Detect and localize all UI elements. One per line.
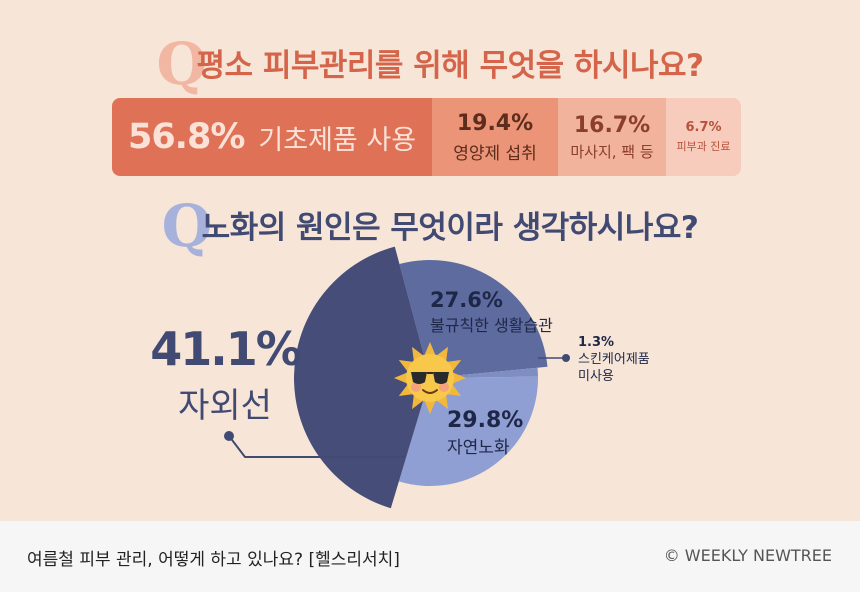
sun-ray (424, 342, 436, 355)
sun-ray (437, 346, 448, 361)
bar-category-label: 피부과 진료 (676, 140, 731, 153)
sun-ray (437, 395, 448, 410)
bar-segment-supplements: 19.4% 영양제 섭취 (432, 98, 558, 176)
pie-slice-irregular-lifestyle (399, 259, 548, 378)
bar-category-label: 영양제 섭취 (453, 143, 537, 164)
pie-value-label: 29.8% (447, 408, 524, 433)
sun-ray (447, 360, 462, 371)
bar-value-label: 56.8% (127, 117, 245, 157)
stacked-bar-chart: 56.8% 기초제품 사용 19.4% 영양제 섭취 16.7% 마사지, 팩 … (112, 98, 741, 176)
question-2-title: Q노화의 원인은 무엇이라 생각하시나요? (0, 192, 860, 260)
pie-label-natural-aging: 29.8% 자연노화 (447, 408, 523, 458)
sun-ray (412, 346, 423, 361)
sun-ray (453, 372, 466, 384)
question-1-text: 평소 피부관리를 위해 무엇을 하시나요? (196, 48, 704, 84)
pie-category-label-line1: 스킨케어제품 (578, 352, 650, 367)
pie-chart (224, 246, 570, 509)
sun-ray (394, 372, 407, 384)
skin-leader-line (538, 354, 570, 362)
pie-value-label: 41.1% (150, 322, 302, 376)
source-caption: 여름철 피부 관리, 어떻게 하고 있나요? [헬스리서치] (27, 550, 400, 570)
copyright: © WEEKLY NEWTREE (663, 546, 832, 565)
pie-label-irregular-lifestyle: 27.6% 불규칙한 생활습관 (430, 288, 553, 336)
pie-label-uv: 41.1% 자외선 (150, 322, 302, 427)
pie-label-no-skincare: 1.3% 스킨케어제품 미사용 (578, 334, 650, 385)
pie-slice-uv (294, 246, 430, 509)
sun-ray (398, 360, 413, 371)
sun-ray (412, 395, 423, 410)
q-mark: Q (161, 192, 213, 260)
bar-category-label: 마사지, 팩 등 (570, 142, 654, 161)
sun-ray (447, 385, 462, 396)
question-1-title: Q평소 피부관리를 위해 무엇을 하시나요? (0, 30, 860, 98)
bar-category-label: 기초제품 사용 (258, 124, 417, 156)
bar-value-label: 6.7% (685, 120, 722, 135)
sun-ray (424, 401, 436, 414)
footer: 여름철 피부 관리, 어떻게 하고 있나요? [헬스리서치] © WEEKLY … (0, 521, 860, 592)
question-2-text: 노화의 원인은 무엇이라 생각하시나요? (201, 210, 699, 246)
bar-segment-basic-products: 56.8% 기초제품 사용 (112, 98, 432, 176)
pie-category-label-line2: 미사용 (578, 369, 614, 384)
sun-ray (398, 385, 413, 396)
bar-value-label: 16.7% (573, 112, 651, 138)
q-mark: Q (156, 30, 207, 98)
sun-with-sunglasses-icon (394, 342, 466, 414)
bar-segment-dermatology: 6.7% 피부과 진료 (666, 98, 741, 176)
pie-value-label: 1.3% (578, 335, 615, 350)
bar-value-label: 19.4% (456, 110, 534, 136)
pie-category-label: 자연노화 (447, 438, 510, 458)
pie-category-label: 자외선 (178, 386, 272, 426)
uv-leader-line (224, 431, 405, 458)
bar-segment-massage: 16.7% 마사지, 팩 등 (558, 98, 666, 176)
pie-category-label: 불규칙한 생활습관 (430, 316, 553, 335)
pie-value-label: 27.6% (430, 288, 503, 312)
